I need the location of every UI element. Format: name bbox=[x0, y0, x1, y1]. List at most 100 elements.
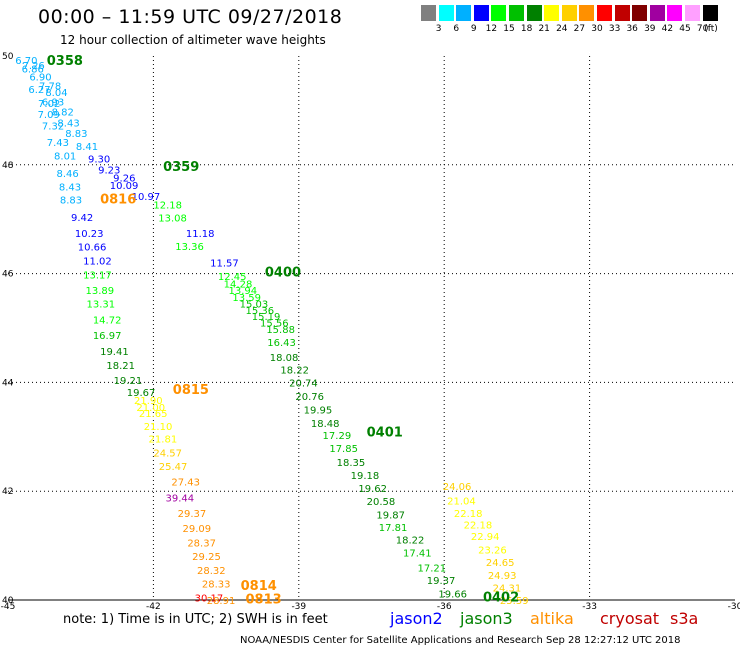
wave-height-label: 11.18 bbox=[186, 229, 215, 240]
wave-height-label: 10.66 bbox=[78, 242, 107, 253]
wave-height-label: 14.72 bbox=[93, 315, 122, 326]
wave-height-label: 18.22 bbox=[280, 365, 309, 376]
chart-title: 00:00 – 11:59 UTC 09/27/2018 bbox=[38, 6, 343, 28]
scale-tick-label: 30 bbox=[591, 24, 603, 34]
scale-tick-label: 12 bbox=[485, 24, 498, 34]
wave-height-label: 11.02 bbox=[83, 257, 112, 268]
time-label: 0815 bbox=[173, 383, 209, 398]
wave-height-label: 17.29 bbox=[323, 431, 352, 442]
wave-height-label: 8.01 bbox=[54, 152, 76, 163]
x-tick-label: -45 bbox=[1, 602, 16, 612]
scale-swatch bbox=[702, 5, 718, 21]
time-label: 0813 bbox=[245, 592, 281, 607]
wave-height-label: 17.21 bbox=[418, 563, 447, 574]
scale-swatch bbox=[614, 5, 630, 21]
satellite-legend-altika: altika bbox=[530, 609, 574, 628]
wave-height-label: 24.57 bbox=[153, 449, 182, 460]
scale-tick-label: 15 bbox=[503, 24, 515, 34]
wave-height-label: 13.31 bbox=[87, 300, 116, 311]
wave-height-label: 22.18 bbox=[454, 509, 483, 520]
y-tick-label: 48 bbox=[2, 161, 14, 171]
scale-swatch bbox=[632, 5, 648, 21]
time-label: 0359 bbox=[163, 160, 199, 175]
wave-height-label: 27.43 bbox=[171, 477, 200, 488]
wave-height-label: 15.36 bbox=[245, 306, 274, 317]
wave-height-label: 21.65 bbox=[139, 409, 168, 420]
wave-height-label: 18.22 bbox=[396, 536, 425, 547]
scale-swatch bbox=[667, 5, 683, 21]
wave-height-label: 6.86 bbox=[22, 65, 44, 76]
wave-height-label: 10.23 bbox=[75, 229, 104, 240]
time-label: 0401 bbox=[367, 425, 403, 440]
scale-tick-label: 18 bbox=[520, 24, 533, 34]
wave-height-label: 19.37 bbox=[427, 576, 456, 587]
scale-unit: (ft) bbox=[704, 24, 718, 34]
wave-height-label: 6.70 bbox=[15, 56, 37, 67]
wave-height-label: 19.67 bbox=[127, 388, 156, 399]
wave-height-label: 17.81 bbox=[379, 523, 408, 534]
wave-height-label: 22.94 bbox=[471, 532, 500, 543]
wave-height-label: 39.44 bbox=[166, 494, 195, 505]
wave-height-label: 9.23 bbox=[98, 166, 120, 177]
wave-height-label: 13.59 bbox=[232, 293, 261, 304]
footer-credit: NOAA/NESDIS Center for Satellite Applica… bbox=[240, 635, 681, 646]
wave-height-label: 13.89 bbox=[86, 286, 115, 297]
time-label: 0402 bbox=[483, 591, 519, 606]
wave-height-label: 20.76 bbox=[295, 392, 324, 403]
wave-height-label: 11.57 bbox=[210, 259, 239, 270]
scale-tick-label: 39 bbox=[644, 24, 656, 34]
wave-height-label: 8.43 bbox=[59, 183, 81, 194]
wave-height-label: 28.37 bbox=[187, 538, 216, 549]
wave-height-label: 19.87 bbox=[376, 511, 405, 522]
wave-height-label: 19.18 bbox=[351, 471, 380, 482]
scale-swatch bbox=[491, 5, 507, 21]
wave-height-label: 7.43 bbox=[47, 138, 69, 149]
wave-height-label: 9.30 bbox=[88, 154, 110, 165]
wave-height-label: 21.10 bbox=[144, 422, 173, 433]
scale-swatch bbox=[456, 5, 472, 21]
x-tick-label: -33 bbox=[582, 602, 597, 612]
wave-height-label: 15.88 bbox=[266, 325, 295, 336]
wave-height-label: 19.21 bbox=[114, 376, 143, 387]
wave-height-label: 8.04 bbox=[45, 88, 67, 99]
scale-swatch bbox=[421, 5, 436, 21]
wave-height-label: 8.83 bbox=[60, 196, 82, 207]
wave-height-label: 10.09 bbox=[110, 181, 139, 192]
wave-height-label: 12.18 bbox=[153, 201, 182, 212]
wave-height-label: 25.47 bbox=[159, 462, 188, 473]
scale-swatch bbox=[685, 5, 700, 21]
wave-height-label: 7.09 bbox=[38, 110, 60, 121]
wave-height-label: 16.97 bbox=[93, 331, 122, 342]
wave-height-label: 13.17 bbox=[83, 271, 112, 282]
wave-height-label: 18.35 bbox=[337, 458, 366, 469]
wave-height-label: 19.95 bbox=[304, 406, 333, 417]
wave-height-label: 16.43 bbox=[267, 338, 296, 349]
wave-height-label: 19.62 bbox=[358, 484, 387, 495]
wave-height-label: 21.00 bbox=[136, 403, 165, 414]
wave-height-label: 6.90 bbox=[29, 73, 51, 84]
wave-height-label: 29.09 bbox=[182, 524, 211, 535]
time-label: 0400 bbox=[265, 265, 301, 280]
time-label: 0816 bbox=[100, 193, 136, 208]
wave-height-label: 7.26 bbox=[23, 61, 45, 72]
wave-height-label: 24.06 bbox=[443, 482, 472, 493]
scale-swatch bbox=[526, 5, 542, 21]
wave-height-label: 18.48 bbox=[311, 419, 340, 430]
wave-height-label: 17.41 bbox=[403, 549, 432, 560]
wave-height-label: 23.26 bbox=[478, 545, 507, 556]
scale-tick-label: 9 bbox=[470, 24, 477, 34]
x-tick-label: -42 bbox=[146, 602, 161, 612]
time-label: 0814 bbox=[241, 579, 277, 594]
wave-height-label: 17.85 bbox=[329, 444, 358, 455]
wave-height-label: 9.42 bbox=[71, 213, 93, 224]
wave-height-label: 10.97 bbox=[132, 192, 161, 203]
wave-height-label: 8.41 bbox=[76, 142, 98, 153]
wave-height-label: 21.81 bbox=[149, 434, 178, 445]
chart-subtitle: 12 hour collection of altimeter wave hei… bbox=[60, 33, 326, 47]
scale-swatch bbox=[509, 5, 524, 21]
wave-height-label: 12.45 bbox=[218, 272, 247, 283]
wave-height-label: 30.17 bbox=[195, 593, 224, 604]
wave-height-label: 13.94 bbox=[229, 286, 258, 297]
